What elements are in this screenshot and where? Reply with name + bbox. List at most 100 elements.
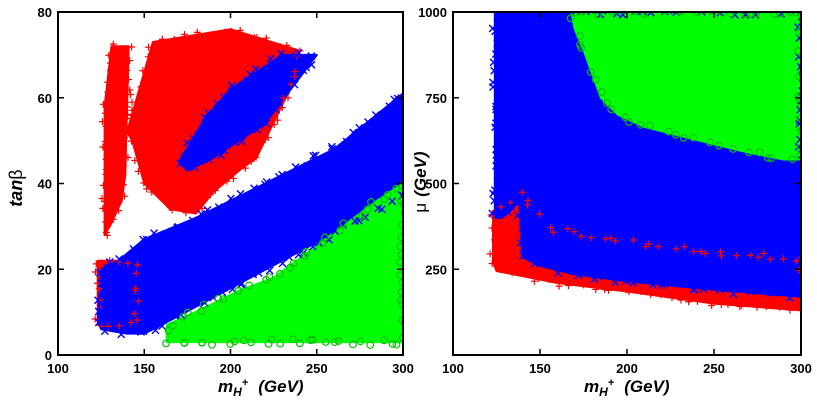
right-red-plus-marker	[518, 188, 526, 196]
left-red-plus-marker	[253, 34, 261, 42]
left-blue-x-marker	[349, 128, 358, 137]
left-blue-x-marker	[197, 210, 206, 219]
left-green-o-marker	[339, 219, 348, 228]
left-green-o-marker	[330, 338, 339, 347]
left-blue-x-marker	[129, 245, 138, 254]
right-red-plus-marker	[497, 203, 505, 211]
right-red-plus-marker	[779, 255, 787, 263]
right-green-o-marker	[755, 148, 764, 157]
right-green-o-marker	[621, 113, 630, 122]
left-red-plus-marker	[274, 116, 282, 124]
left-x-tick-label: 200	[220, 361, 242, 376]
left-green-o-marker	[396, 258, 403, 267]
left-ticks: 100 150 200 250 300 0 20 40 60 80	[38, 5, 414, 376]
left-green-o-marker	[396, 242, 403, 251]
left-panel: 100 150 200 250 300 0 20 40 60 80 mH+ (GeV) tanβ	[6, 5, 414, 399]
left-data-regions	[96, 28, 403, 344]
right-green-o-marker	[770, 12, 779, 18]
right-x-axis-label: mH+ (GeV)	[584, 377, 670, 399]
left-blue-x-marker	[307, 60, 316, 69]
left-x-tick-label: 100	[47, 361, 69, 376]
left-blue-x-marker	[183, 138, 192, 147]
left-red-plus-marker	[115, 322, 123, 330]
left-blue-x-marker	[242, 75, 251, 84]
right-green-o-marker	[798, 127, 801, 136]
right-red-plus-marker	[587, 234, 595, 242]
right-green-o-marker	[597, 87, 606, 96]
right-blue-x-marker	[689, 285, 698, 294]
left-blue-x-marker	[204, 155, 213, 164]
left-x-tick-label: 300	[392, 361, 414, 376]
left-blue-x-marker	[281, 86, 290, 95]
left-red-plus-marker	[158, 35, 166, 43]
left-green-o-marker	[309, 335, 317, 344]
left-red-plus-marker	[126, 90, 134, 98]
left-green-o-marker	[245, 281, 253, 290]
left-red-plus-marker	[102, 109, 110, 117]
right-green-o-marker	[586, 68, 595, 76]
left-red-plus-marker	[102, 165, 110, 173]
left-blue-x-marker	[262, 178, 271, 187]
right-green-o-marker	[701, 12, 708, 14]
left-y-tick-label: 0	[45, 348, 52, 363]
left-blue-x-marker	[160, 230, 169, 239]
left-red-plus-marker	[99, 100, 107, 108]
right-blue-x-marker	[629, 279, 638, 288]
right-red-plus-marker	[717, 252, 725, 260]
right-green-o-marker	[794, 47, 801, 55]
right-blue-x-marker	[769, 288, 778, 297]
left-green-o-marker	[239, 336, 248, 345]
left-green-o-marker	[397, 288, 403, 297]
right-red-plus-marker	[685, 298, 693, 306]
left-blue-x-marker	[351, 217, 360, 226]
left-red-plus-marker	[102, 122, 110, 130]
right-green-o-marker	[795, 72, 801, 81]
left-green-o-marker	[162, 339, 170, 348]
right-red-plus-marker	[564, 282, 572, 290]
right-x-tick-label: 100	[442, 361, 464, 376]
right-blue-x-marker	[795, 119, 801, 128]
left-red-plus-marker	[131, 286, 139, 294]
left-red-plus-marker	[133, 316, 141, 324]
left-blue-x-marker	[179, 305, 188, 314]
left-red-plus-marker	[128, 43, 136, 51]
right-green-o-marker	[576, 31, 584, 40]
left-red-plus-marker	[284, 94, 292, 102]
left-blue-x-marker	[294, 48, 303, 57]
right-y-tick-label: 250	[425, 262, 447, 277]
left-red-plus-marker	[106, 59, 114, 67]
left-green-o-marker	[302, 247, 311, 256]
left-green-o-marker	[199, 300, 208, 309]
left-blue-x-marker	[233, 197, 242, 206]
left-red-plus-marker	[103, 231, 111, 239]
left-green-o-marker	[264, 339, 273, 348]
right-red-plus-marker	[762, 303, 770, 311]
right-green-o-marker	[679, 133, 688, 142]
right-red-plus-marker	[677, 296, 685, 304]
right-red-plus-marker	[717, 248, 725, 256]
left-blue-x-marker	[285, 253, 294, 262]
left-red-plus-marker	[127, 318, 135, 326]
right-green-o-marker	[646, 121, 654, 130]
left-blue-x-marker	[303, 161, 312, 170]
left-green-o-marker	[183, 308, 192, 317]
left-red-plus-marker	[156, 39, 164, 47]
left-green-o-marker	[234, 286, 243, 295]
right-blue-x-marker	[787, 289, 796, 298]
left-blue-x-marker	[236, 189, 245, 198]
right-x-tick-label: 250	[703, 361, 725, 376]
left-green-o-marker	[208, 340, 216, 349]
left-blue-x-marker	[142, 235, 151, 244]
right-green-o-marker	[715, 141, 723, 150]
left-red-plus-marker	[128, 98, 136, 106]
right-red-plus-marker	[490, 236, 498, 244]
right-blue-x-marker	[493, 39, 502, 48]
left-green-o-marker	[397, 233, 403, 242]
right-red-plus-marker	[564, 225, 572, 233]
left-blue-x-marker	[327, 142, 336, 151]
left-green-o-marker	[214, 294, 223, 303]
left-blue-x-marker	[103, 263, 112, 272]
left-green-o-marker	[295, 339, 304, 348]
left-red-plus-marker	[236, 26, 244, 34]
right-blue-x-marker	[506, 202, 515, 211]
